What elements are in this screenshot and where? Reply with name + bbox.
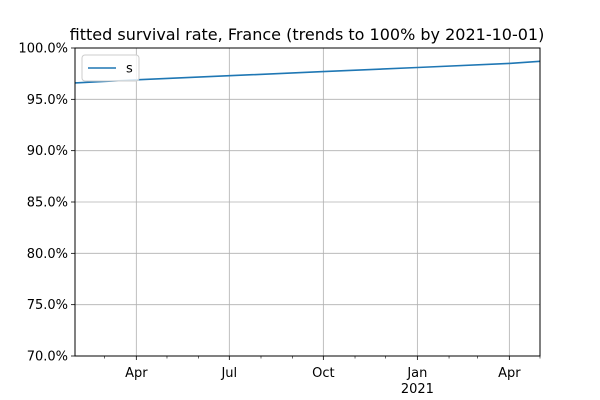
- y-tick-label: 75.0%: [27, 298, 68, 313]
- legend-label: s: [126, 62, 133, 77]
- y-tick-label: 70.0%: [27, 350, 68, 365]
- x-tick-label: Jan: [406, 366, 427, 381]
- y-tick-label: 100.0%: [18, 42, 68, 57]
- y-tick-label: 80.0%: [27, 247, 68, 262]
- x-tick-label: Apr: [125, 366, 148, 381]
- y-tick-label: 95.0%: [27, 93, 68, 108]
- y-tick-label: 90.0%: [27, 144, 68, 159]
- x-tick-label: Apr: [498, 366, 521, 381]
- x-tick-year-label: 2021: [401, 382, 434, 397]
- x-tick-label: Oct: [312, 366, 334, 381]
- chart-title: fitted survival rate, France (trends to …: [70, 25, 545, 44]
- x-tick-label: Jul: [220, 366, 237, 381]
- y-tick-label: 85.0%: [27, 196, 68, 211]
- legend: s: [81, 54, 140, 82]
- grid-lines: [75, 47, 540, 357]
- y-axis: 70.0% 75.0% 80.0% 85.0% 90.0% 95.0% 100.0%: [18, 42, 75, 365]
